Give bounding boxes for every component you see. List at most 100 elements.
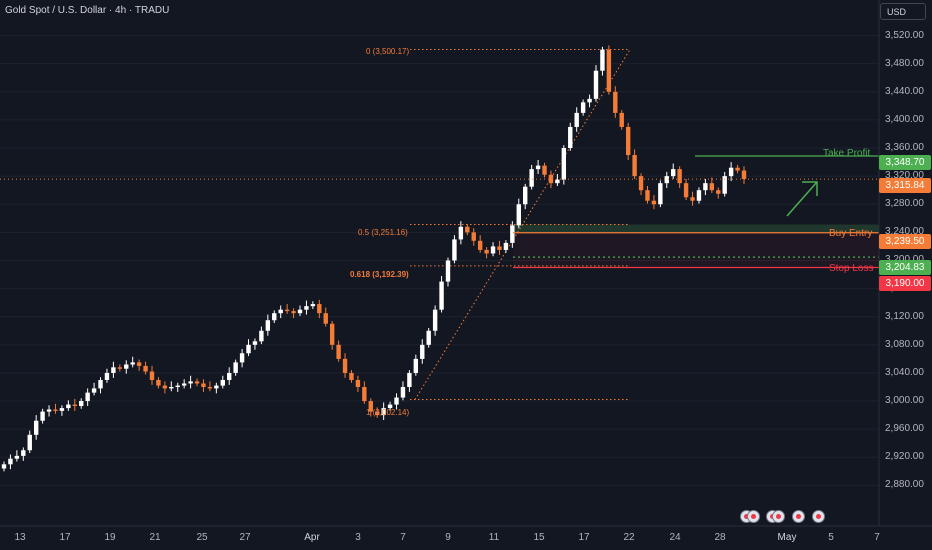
- us-flag-icon[interactable]: [792, 510, 805, 523]
- candle-body: [728, 167, 734, 177]
- candle-body: [368, 401, 373, 412]
- candle: [375, 407, 380, 418]
- last-price-pill: 3,315.84: [879, 178, 931, 193]
- price-tick-label: 3,320.00: [885, 170, 924, 182]
- price-tick-label: 3,080.00: [885, 338, 924, 350]
- candle-body: [156, 379, 161, 386]
- candle: [722, 171, 727, 197]
- candle: [497, 240, 502, 255]
- candle: [349, 370, 354, 383]
- candle: [400, 381, 406, 401]
- candle-body: [426, 330, 431, 345]
- price-tick-label: 3,240.00: [885, 226, 924, 238]
- candle: [272, 310, 277, 324]
- us-flag-icon[interactable]: [812, 510, 825, 523]
- candle-body: [593, 70, 599, 99]
- candle-body: [535, 165, 541, 170]
- candle-body: [471, 232, 476, 241]
- candle: [362, 381, 367, 404]
- time-tick-label: 7: [400, 532, 406, 543]
- candle-body: [587, 98, 592, 103]
- candle-body: [619, 112, 624, 127]
- price-tick-label: 3,000.00: [885, 395, 924, 407]
- candle: [452, 235, 457, 264]
- price-tick-label: 3,480.00: [885, 57, 924, 69]
- candle-body: [143, 365, 148, 372]
- candle: [33, 415, 39, 440]
- candle: [329, 320, 335, 350]
- fib-label-1: 1 (3,002.14): [366, 408, 410, 417]
- candle: [124, 360, 129, 374]
- candle-body: [529, 169, 534, 187]
- time-tick-label: 28: [714, 532, 726, 543]
- candle: [529, 164, 534, 190]
- candle-body: [362, 387, 367, 402]
- candle-body: [297, 309, 303, 314]
- candle-body: [420, 344, 425, 359]
- candle: [246, 339, 251, 357]
- candle-body: [27, 434, 32, 451]
- candle-body: [21, 450, 26, 456]
- candle: [98, 377, 103, 394]
- candle-body: [265, 320, 271, 331]
- candle: [233, 359, 238, 376]
- take-profit-label: Take Profit: [823, 148, 871, 159]
- candle-body: [72, 404, 77, 406]
- candle-body: [375, 411, 380, 416]
- candle: [143, 361, 148, 375]
- candle-body: [542, 165, 547, 175]
- candle: [239, 349, 245, 368]
- risk-zone: [513, 232, 879, 268]
- candle-body: [355, 379, 361, 387]
- time-tick-label: 9: [445, 532, 451, 543]
- candle: [606, 45, 612, 95]
- candle-body: [329, 323, 335, 345]
- candle-body: [400, 387, 406, 398]
- candle-body: [465, 226, 470, 233]
- candle-body: [239, 353, 245, 363]
- candle: [27, 430, 32, 454]
- chart-grid: [0, 35, 879, 486]
- price-tick-label: 2,960.00: [885, 423, 924, 435]
- candle: [162, 381, 168, 394]
- candle-body: [104, 372, 110, 380]
- candle-body: [117, 367, 123, 369]
- candle-body: [490, 246, 496, 254]
- candle: [568, 122, 573, 151]
- candle-body: [439, 281, 444, 310]
- arrow-shaft: [786, 181, 818, 217]
- stop-loss-label: Stop Loss: [829, 263, 874, 274]
- candle-body: [1, 464, 7, 469]
- candle: [683, 178, 689, 201]
- candle: [310, 301, 316, 309]
- time-tick-label: 5: [828, 532, 834, 543]
- candle-body: [98, 379, 103, 389]
- us-flag-icon[interactable]: [747, 510, 760, 523]
- candle: [53, 403, 58, 414]
- fib-label-0: 0 (3,500.17): [366, 47, 410, 56]
- candle: [574, 107, 579, 132]
- candle-body: [625, 126, 631, 156]
- candle: [703, 178, 708, 196]
- candle: [593, 65, 599, 102]
- candle: [503, 240, 509, 253]
- candle-body: [407, 372, 412, 387]
- candle: [465, 223, 470, 236]
- candle: [613, 86, 618, 118]
- candle-body: [233, 362, 238, 373]
- candle: [214, 382, 219, 394]
- candle: [297, 305, 303, 317]
- candle-body: [561, 148, 567, 180]
- candle-body: [394, 397, 399, 405]
- currency-button[interactable]: USD: [880, 3, 926, 20]
- candle: [201, 379, 206, 392]
- candle-body: [342, 358, 348, 373]
- candle-body: [175, 385, 180, 387]
- candle-body: [503, 242, 509, 250]
- candle: [381, 402, 386, 421]
- candle-body: [111, 367, 116, 373]
- us-flag-icon[interactable]: [772, 510, 785, 523]
- time-tick-label: 24: [669, 532, 681, 543]
- candle-body: [722, 176, 727, 194]
